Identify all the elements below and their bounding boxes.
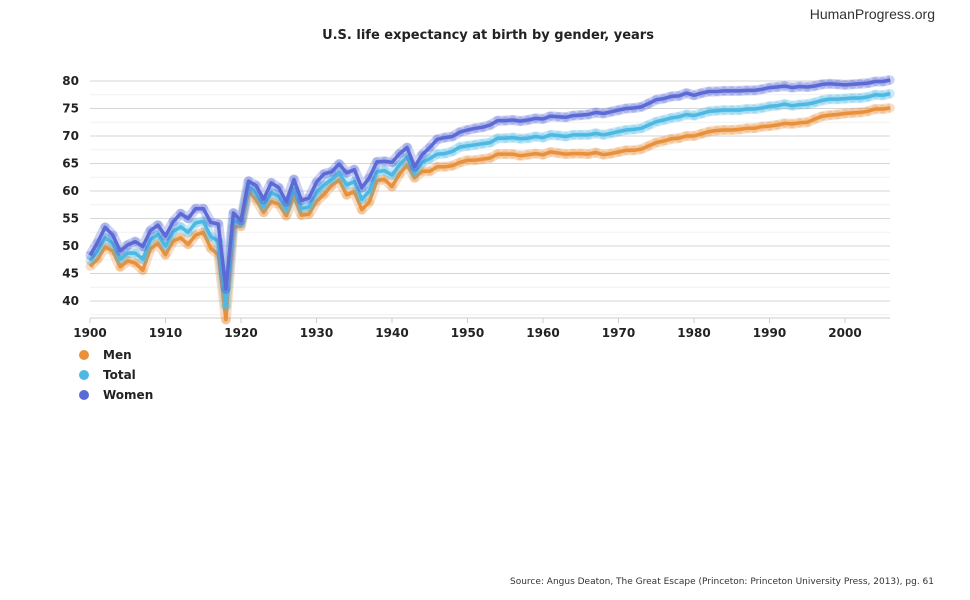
total-legend-marker <box>79 370 89 380</box>
y-tick-label: 45 <box>62 267 79 281</box>
x-tick-label: 1940 <box>375 326 408 340</box>
y-tick-label: 65 <box>62 157 79 171</box>
women-legend-marker <box>79 390 89 400</box>
x-tick-label: 1960 <box>526 326 559 340</box>
y-tick-label: 40 <box>62 294 79 308</box>
women-legend-label: Women <box>103 388 153 402</box>
x-tick-label: 1980 <box>677 326 710 340</box>
x-tick-label: 1910 <box>149 326 182 340</box>
x-tick-label: 1950 <box>451 326 484 340</box>
chart-title: U.S. life expectancy at birth by gender,… <box>322 28 654 43</box>
y-tick-label: 60 <box>62 184 79 198</box>
total-series-line <box>88 91 891 308</box>
men-data-point <box>885 103 895 113</box>
brand-label: HumanProgress.org <box>809 6 935 22</box>
source-note: Source: Angus Deaton, The Great Escape (… <box>509 577 934 587</box>
men-legend-marker <box>79 350 89 360</box>
y-tick-label: 55 <box>62 212 79 226</box>
total-legend-label: Total <box>103 368 136 382</box>
x-tick-label: 1970 <box>602 326 635 340</box>
x-tick-label: 1920 <box>224 326 257 340</box>
x-tick-label: 2000 <box>828 326 861 340</box>
y-tick-label: 75 <box>62 102 79 116</box>
y-tick-label: 50 <box>62 239 79 253</box>
x-tick-label: 1900 <box>73 326 106 340</box>
x-tick-label: 1990 <box>753 326 786 340</box>
y-tick-label: 80 <box>62 74 79 88</box>
x-tick-label: 1930 <box>300 326 333 340</box>
men-legend-label: Men <box>103 348 132 362</box>
women-series-line <box>88 78 891 291</box>
y-tick-label: 70 <box>62 129 79 143</box>
